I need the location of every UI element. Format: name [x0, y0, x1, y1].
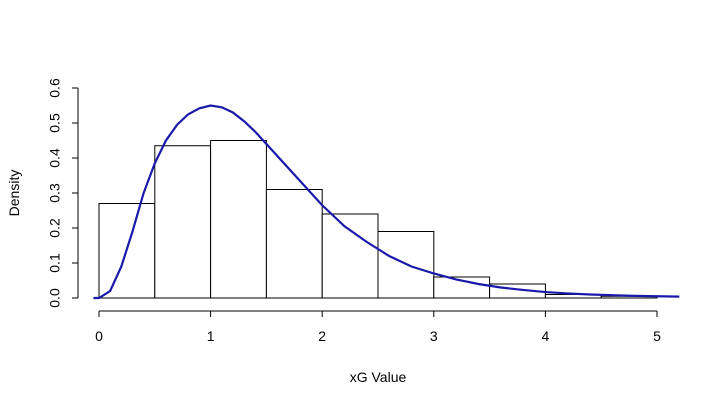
histogram-bar-2: [210, 140, 267, 299]
y-tick-label-4: 0.4: [47, 148, 63, 168]
histogram-bar-1: [154, 145, 212, 299]
x-tick-label-0: 0: [95, 328, 103, 344]
histogram-bar-4: [321, 213, 379, 299]
y-tick-label-5: 0.5: [47, 113, 63, 133]
y-tick-label-3: 0.3: [47, 183, 63, 203]
y-tick-label-6: 0.6: [47, 78, 63, 98]
histogram-bar-3: [265, 189, 323, 299]
density-curve: [93, 104, 680, 300]
x-axis-title: xG Value: [350, 369, 407, 385]
histogram-bars: [98, 140, 658, 299]
x-tick-label-2: 2: [318, 328, 326, 344]
x-tick-label-5: 5: [653, 328, 661, 344]
x-tick-label-1: 1: [207, 328, 215, 344]
y-tick-label-1: 0.1: [47, 253, 63, 273]
y-tick-label-2: 0.2: [47, 218, 63, 238]
x-axis: 0 1 2 3 4 5: [95, 310, 661, 344]
y-axis: 0.0 0.1 0.2 0.3 0.4 0.5 0.6: [47, 78, 79, 308]
x-tick-label-4: 4: [542, 328, 550, 344]
y-axis-title: Density: [6, 170, 22, 217]
y-tick-label-0: 0.0: [47, 288, 63, 308]
x-tick-label-3: 3: [430, 328, 438, 344]
